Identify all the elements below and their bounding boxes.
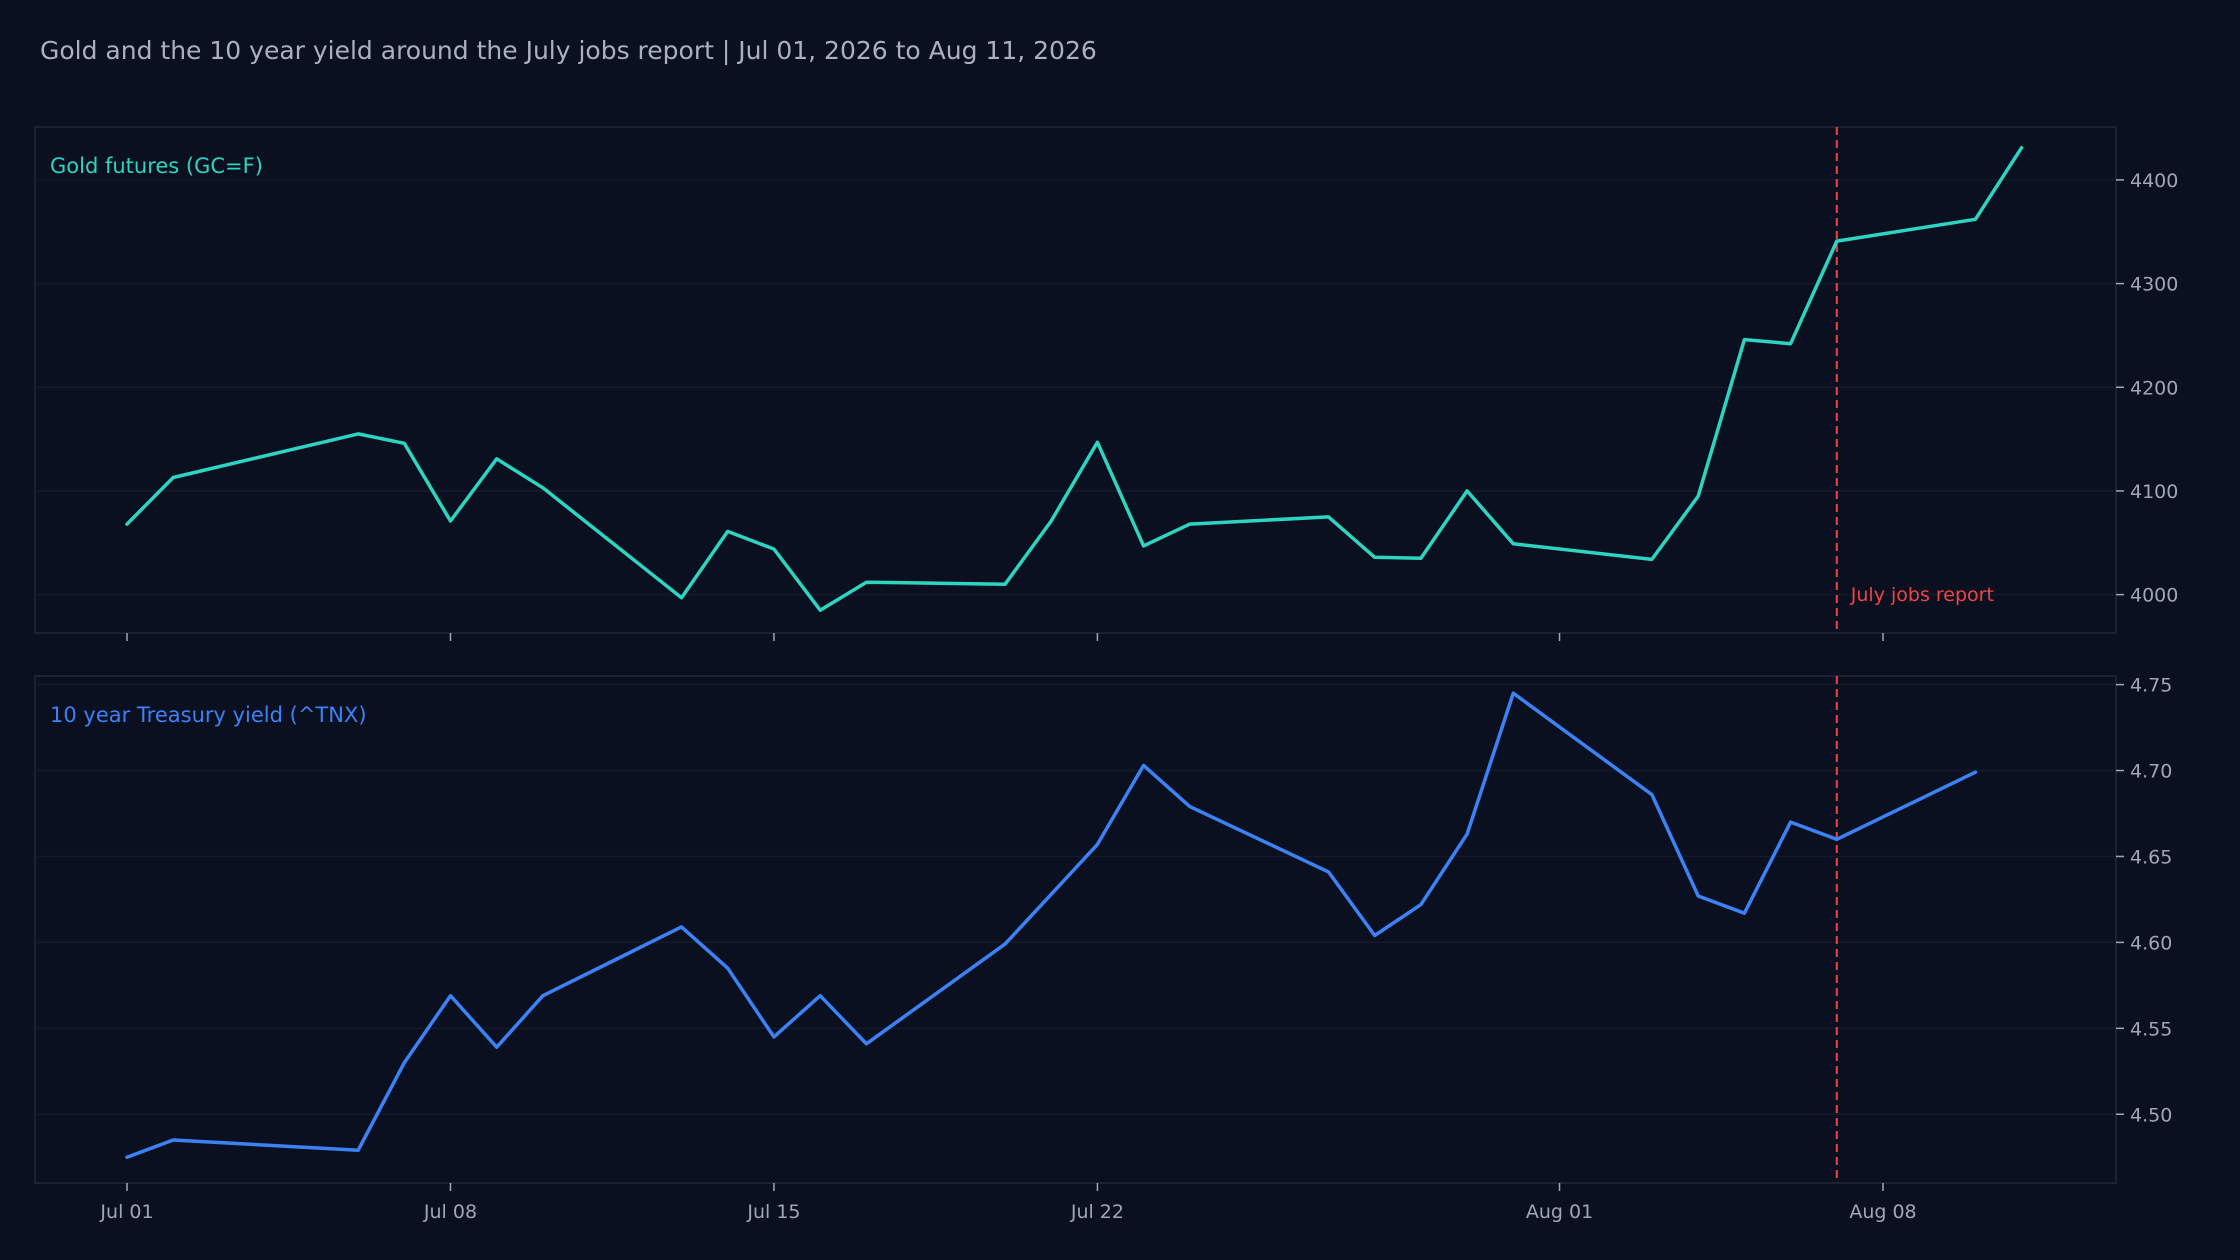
- y-tick-label: 4.70: [2130, 761, 2172, 783]
- panel-gold: 4000 4100 4200 4300 4400 Gold futures (GC=F) J…: [34, 126, 2178, 641]
- y-tick-label: 4.60: [2130, 932, 2172, 954]
- y-tick-label: 4300: [2130, 274, 2178, 296]
- panel-frame: [34, 126, 2117, 634]
- x-tick-label: Jul 01: [99, 1201, 153, 1223]
- y-tick-label: 4.55: [2130, 1018, 2172, 1040]
- y-tick-label: 4.75: [2130, 675, 2172, 697]
- x-tick-label: Jul 22: [1070, 1201, 1124, 1223]
- y-tick-label: 4200: [2130, 377, 2178, 399]
- event-label: July jobs report: [1850, 584, 1994, 606]
- panel-label: Gold futures (GC=F): [50, 154, 263, 178]
- panel-frame: [34, 675, 2117, 1184]
- x-tick-label: Jul 08: [423, 1201, 477, 1223]
- series-line-yield: [125, 691, 1978, 1159]
- x-tick-label: Jul 15: [746, 1201, 800, 1223]
- y-tick-label: 4.65: [2130, 846, 2172, 868]
- series-line-gold: [125, 145, 2024, 612]
- y-tick-label: 4400: [2130, 170, 2178, 192]
- x-tick-label: Aug 01: [1526, 1201, 1593, 1223]
- panel-label: 10 year Treasury yield (^TNX): [50, 703, 367, 727]
- x-tick-label: Aug 08: [1849, 1201, 1916, 1223]
- y-tick-label: 4100: [2130, 481, 2178, 503]
- chart-title: Gold and the 10 year yield around the Ju…: [40, 36, 1097, 65]
- y-tick-label: 4.50: [2130, 1104, 2172, 1126]
- y-tick-label: 4000: [2130, 585, 2178, 607]
- panel-yield: 4.50 4.55 4.60 4.65 4.70 4.75 10 year Treasury…: [34, 675, 2172, 1191]
